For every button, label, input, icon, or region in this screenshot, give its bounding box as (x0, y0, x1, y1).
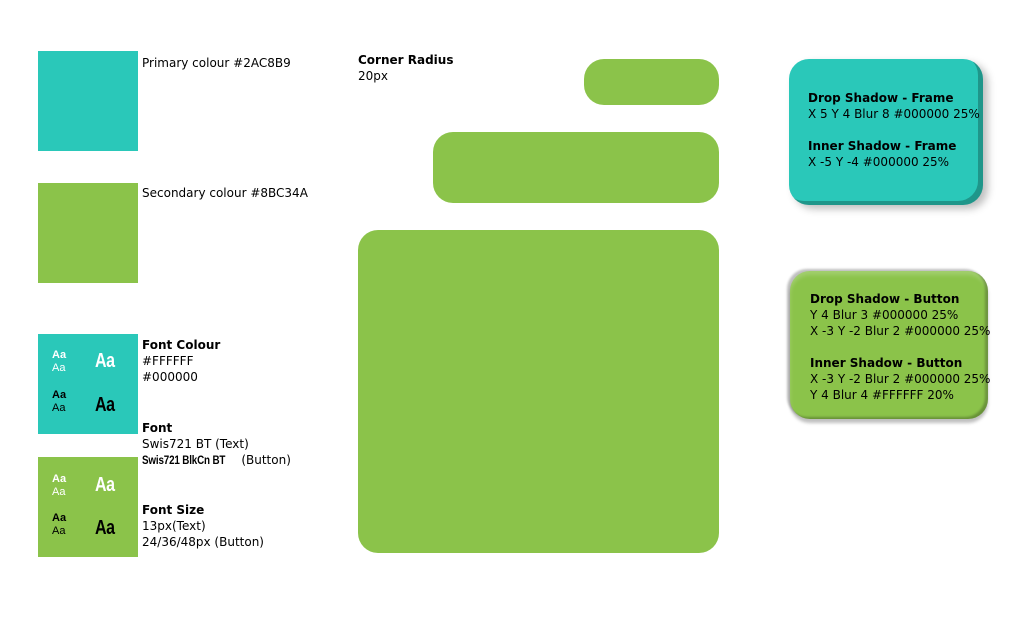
button-inner-value-2: Y 4 Blur 4 #FFFFFF 20% (810, 388, 954, 402)
sample-bold-text: Aa (52, 349, 67, 361)
font-text: Swis721 BT (Text) (142, 437, 249, 451)
font-button: Swis721 BlkCn BT (Button) (142, 452, 291, 468)
font-title: Font (142, 421, 173, 435)
corner-radius-value: 20px (358, 69, 388, 83)
frame-drop-title: Drop Shadow - Frame (808, 91, 954, 105)
font-colour-white: #FFFFFF (142, 354, 194, 368)
font-colour-info: Font Colour #FFFFFF #000000 (142, 337, 220, 385)
sample-button-white: Aa (95, 474, 115, 496)
frame-shadow-details: Drop Shadow - Frame X 5 Y 4 Blur 8 #0000… (808, 90, 980, 170)
sample-small-white: Aa Aa (52, 473, 66, 499)
button-inner-value-1: X -3 Y -2 Blur 2 #000000 25% (810, 372, 991, 386)
button-shadow-details: Drop Shadow - Button Y 4 Blur 3 #000000 … (810, 291, 990, 403)
font-colour-title: Font Colour (142, 338, 221, 352)
button-shadow-card: Drop Shadow - Button Y 4 Blur 3 #000000 … (790, 271, 990, 419)
sample-small-black: Aa Aa (52, 512, 66, 538)
sample-regular-text: Aa (52, 486, 66, 498)
button-drop-value-1: Y 4 Blur 3 #000000 25% (810, 308, 959, 322)
font-size-title: Font Size (142, 503, 205, 517)
corner-radius-large-shape (358, 230, 719, 553)
corner-radius-medium-shape (433, 132, 719, 203)
font-info: Font Swis721 BT (Text) Swis721 BlkCn BT … (142, 420, 291, 468)
corner-radius-small-shape (584, 59, 719, 105)
primary-colour-label: Primary colour #2AC8B9 (142, 56, 291, 70)
sample-regular-text: Aa (52, 362, 66, 374)
font-sample-primary: Aa Aa Aa Aa Aa Aa (38, 334, 138, 434)
sample-bold-text: Aa (52, 389, 67, 401)
font-size-info: Font Size 13px(Text) 24/36/48px (Button) (142, 502, 264, 550)
frame-inner-title: Inner Shadow - Frame (808, 139, 957, 153)
button-drop-title: Drop Shadow - Button (810, 292, 960, 306)
sample-button-black: Aa (95, 517, 115, 539)
sample-regular-text: Aa (52, 402, 66, 414)
corner-radius-info: Corner Radius 20px (358, 52, 453, 84)
font-colour-black: #000000 (142, 370, 198, 384)
font-button-name: Swis721 BlkCn BT (142, 453, 226, 467)
sample-regular-text: Aa (52, 525, 66, 537)
corner-radius-title: Corner Radius (358, 53, 454, 67)
frame-drop-value: X 5 Y 4 Blur 8 #000000 25% (808, 107, 980, 121)
primary-colour-swatch (38, 51, 138, 151)
font-button-suffix: (Button) (237, 453, 291, 467)
secondary-colour-swatch (38, 183, 138, 283)
font-size-button: 24/36/48px (Button) (142, 535, 264, 549)
sample-bold-text: Aa (52, 512, 67, 524)
sample-button-white: Aa (95, 350, 115, 372)
frame-inner-value: X -5 Y -4 #000000 25% (808, 155, 950, 169)
sample-bold-text: Aa (52, 473, 67, 485)
button-inner-title: Inner Shadow - Button (810, 356, 963, 370)
font-sample-secondary: Aa Aa Aa Aa Aa Aa (38, 457, 138, 557)
sample-small-white: Aa Aa (52, 349, 66, 375)
secondary-colour-label: Secondary colour #8BC34A (142, 186, 308, 200)
sample-button-black: Aa (95, 394, 115, 416)
sample-small-black: Aa Aa (52, 389, 66, 415)
font-size-text: 13px(Text) (142, 519, 206, 533)
button-drop-value-2: X -3 Y -2 Blur 2 #000000 25% (810, 324, 991, 338)
frame-shadow-card: Drop Shadow - Frame X 5 Y 4 Blur 8 #0000… (789, 59, 983, 205)
